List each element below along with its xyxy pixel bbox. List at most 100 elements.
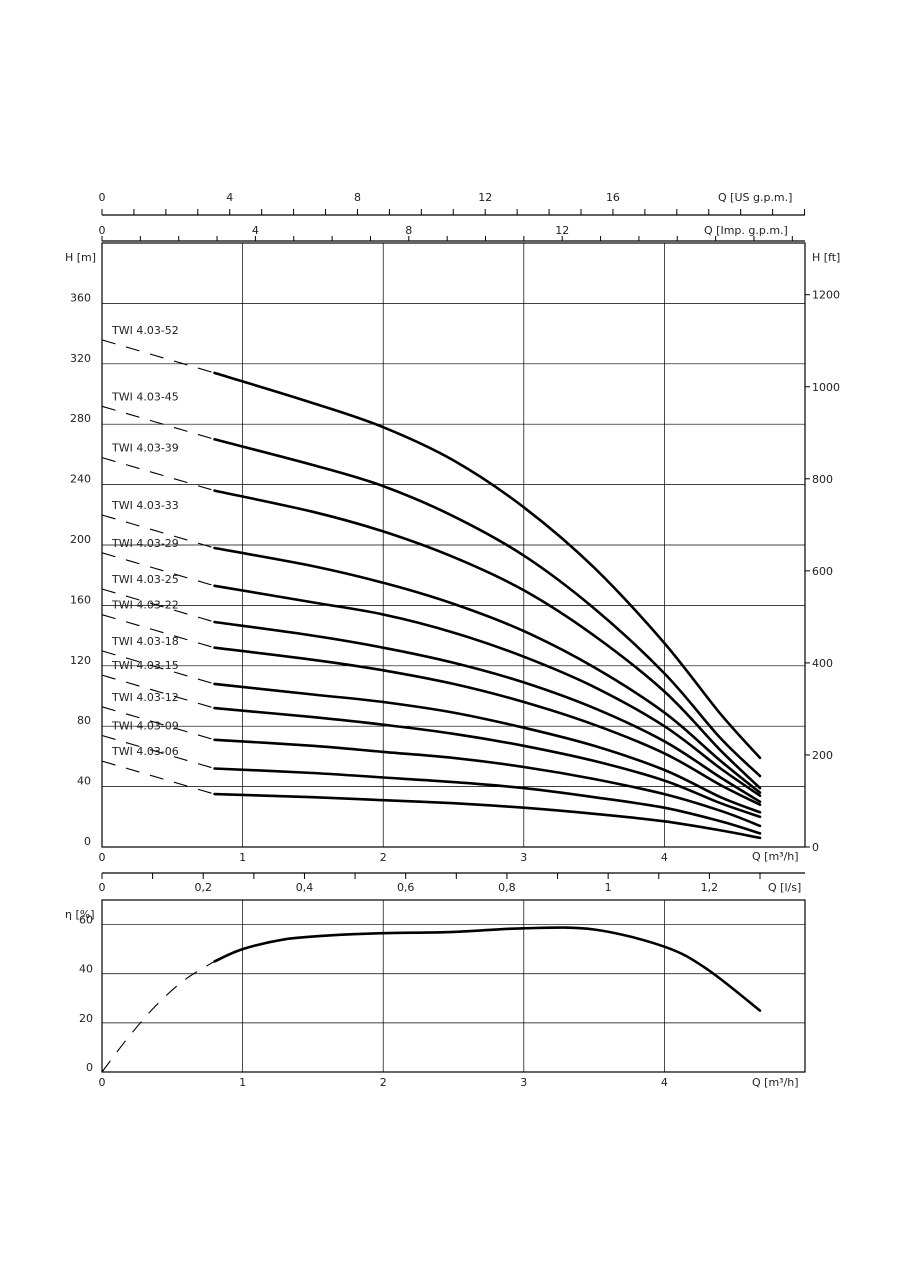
top-axis-us: 0 4 8 12 16 Q [US g.p.m.] [99,191,806,216]
head-y-tick-label: 0 [84,835,91,848]
head-curve-extension [101,588,215,623]
head-curve-twi-4-03-33 [213,546,762,794]
head-y-tick-label: 120 [70,654,91,667]
ls-axis-label: Q [l/s] [768,881,801,894]
series-label-twi-4-03-09: TWI 4.03-09 [111,720,179,733]
us-gpm-tick-label: 16 [606,191,620,204]
ft-tick-label: 200 [812,749,833,762]
series-label-twi-4-03-18: TWI 4.03-18 [111,635,179,648]
head-curve-twi-4-03-45 [213,438,762,778]
head-x-tick-label: 1 [239,851,246,864]
head-y-tick-label: 200 [70,533,91,546]
ls-tick-label: 1,2 [701,881,719,894]
eff-y-tick-label: 40 [79,963,93,976]
ft-tick-label: 1200 [812,289,840,302]
head-curve-twi-4-03-09 [213,767,762,835]
eff-y-tick-label: 60 [79,914,93,927]
imp-gpm-tick-label: 4 [252,224,259,237]
imp-gpm-tick-label: 0 [99,224,106,237]
ft-tick-label: 1000 [812,381,840,394]
ls-tick-label: 0,6 [397,881,415,894]
head-x-tick-label: 3 [520,851,527,864]
head-curve-twi-4-03-39 [213,489,762,790]
head-y-tick-label: 240 [70,473,91,486]
ft-tick-label: 0 [812,841,819,854]
imp-gpm-tick-label: 12 [555,224,569,237]
head-y-tick-label: 280 [70,412,91,425]
ls-tick-label: 0,4 [296,881,314,894]
head-curve-extension [101,674,215,709]
head-x-tick-label: 0 [99,851,106,864]
head-y-tick-label: 320 [70,352,91,365]
us-gpm-tick-label: 8 [354,191,361,204]
eff-x-tick-label: 1 [239,1076,246,1089]
us-gpm-axis-label: Q [US g.p.m.] [718,191,792,204]
top-axis-ls: 0 0,2 0,4 0,6 0,8 1 1,2 Q [l/s] [99,872,805,894]
head-curve-twi-4-03-12 [213,738,762,828]
efficiency-curve [213,926,762,1012]
head-y2-axis-label: H [ft] [812,251,840,264]
series-label-twi-4-03-06: TWI 4.03-06 [111,745,179,758]
head-x-tick-label: 2 [380,851,387,864]
head-curve-extension [101,514,215,549]
head-y-tick-label: 80 [77,714,91,727]
us-gpm-tick-label: 12 [478,191,492,204]
head-y-tick-label: 40 [77,775,91,788]
series-label-twi-4-03-33: TWI 4.03-33 [111,499,179,512]
ls-tick-label: 1 [605,881,612,894]
head-y-axis-label: H [m] [65,251,96,264]
head-curve-extension [101,760,215,795]
head-curve-twi-4-03-18 [213,682,762,814]
head-curve-extension [101,552,215,587]
head-curve-twi-4-03-29 [213,584,762,797]
ft-tick-label: 800 [812,473,833,486]
efficiency-plot: 0 20 40 60 0 1 2 3 4 η [%] Q [m³/h] [65,899,806,1089]
head-curve-twi-4-03-22 [213,646,762,806]
series-label-twi-4-03-29: TWI 4.03-29 [111,537,179,550]
series-label-twi-4-03-25: TWI 4.03-25 [111,573,179,586]
head-curve-twi-4-03-06 [213,792,762,840]
series-label-twi-4-03-22: TWI 4.03-22 [111,599,179,612]
head-curve-extension [101,650,215,685]
imp-gpm-tick-label: 8 [405,224,412,237]
head-plot-frame [101,242,806,848]
series-label-twi-4-03-39: TWI 4.03-39 [111,442,179,455]
eff-y-tick-label: 0 [86,1061,93,1074]
eff-x-tick-label: 0 [99,1076,106,1089]
ft-tick-label: 600 [812,565,833,578]
series-label-twi-4-03-15: TWI 4.03-15 [111,659,179,672]
head-curve-twi-4-03-15 [213,706,762,819]
head-curve-extension [101,457,215,492]
efficiency-y-axis-label: η [%] [65,908,95,921]
head-curve-twi-4-03-25 [213,620,762,803]
head-plot: TWI 4.03-52 TWI 4.03-45 TWI 4.03-39 TWI 4.0… [65,242,840,864]
head-curve-extension [101,339,215,374]
top-axis-imp: 0 4 8 12 Q [Imp. g.p.m.] [99,224,805,242]
us-gpm-tick-label: 4 [226,191,233,204]
series-label-twi-4-03-45: TWI 4.03-45 [111,390,179,403]
ls-tick-label: 0 [99,881,106,894]
head-curve-extension [101,405,215,440]
efficiency-curve-extension [101,960,215,1073]
us-gpm-tick-label: 0 [99,191,106,204]
head-curve-extension [101,734,215,770]
eff-x-tick-label: 3 [520,1076,527,1089]
head-y-tick-label: 160 [70,593,91,606]
eff-x-tick-label: 4 [661,1076,668,1089]
series-label-twi-4-03-52: TWI 4.03-52 [111,324,179,337]
head-curve-extension [101,614,215,649]
efficiency-x-axis-label: Q [m³/h] [752,1076,799,1089]
ls-tick-label: 0,2 [194,881,212,894]
ls-tick-label: 0,8 [498,881,516,894]
ft-tick-label: 400 [812,657,833,670]
series-label-twi-4-03-12: TWI 4.03-12 [111,691,179,704]
head-curve-extension [101,706,215,741]
imp-gpm-axis-label: Q [Imp. g.p.m.] [704,224,788,237]
efficiency-plot-frame [101,899,806,1073]
head-y-tick-label: 360 [70,291,91,304]
head-x-axis-label: Q [m³/h] [752,850,799,863]
head-x-tick-label: 4 [661,851,668,864]
head-curve-twi-4-03-52 [213,371,762,760]
eff-y-tick-label: 20 [79,1012,93,1025]
